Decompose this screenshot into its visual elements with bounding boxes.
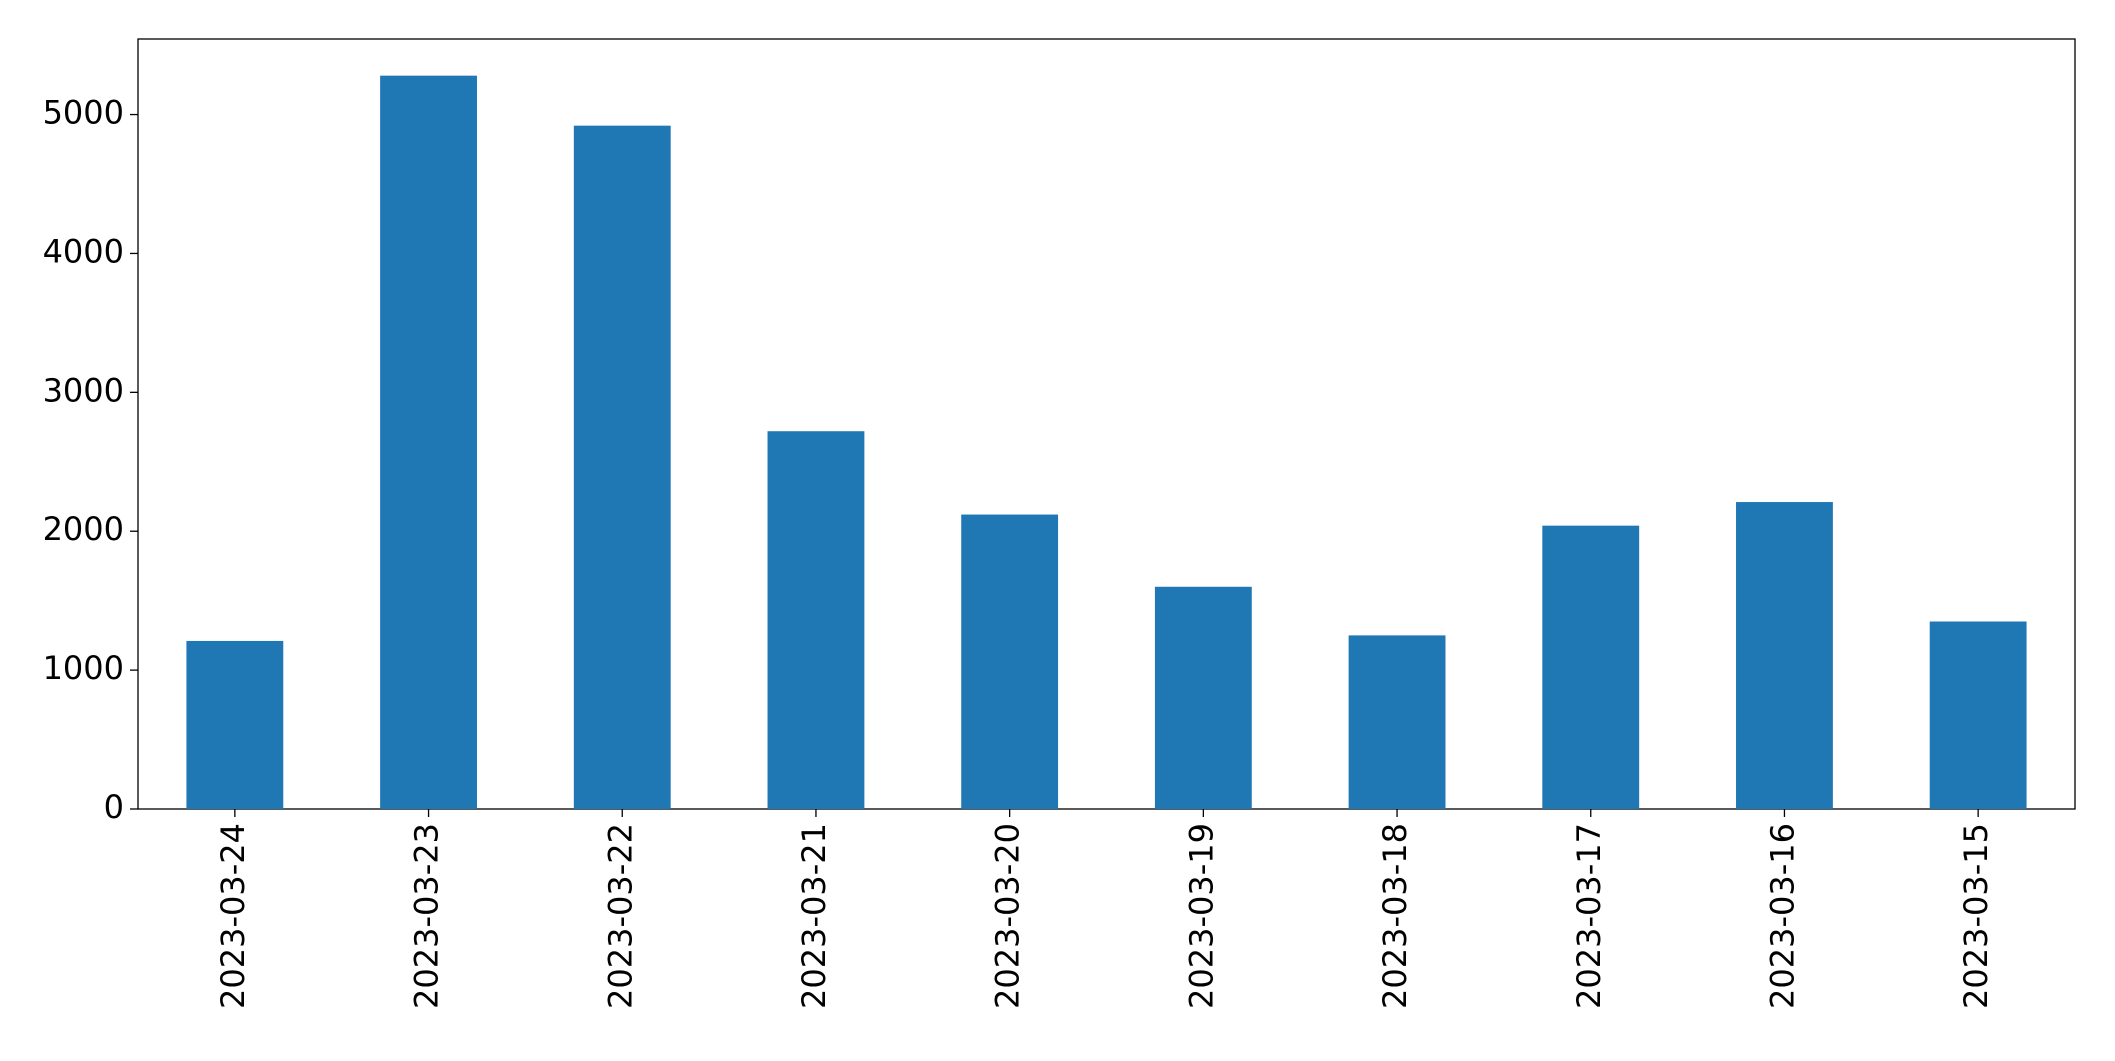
plot-frame: [137, 38, 2076, 810]
y-tick-label: 5000: [43, 94, 124, 132]
bar: [767, 431, 865, 809]
bar: [1736, 502, 1833, 809]
y-tick-label: 4000: [43, 232, 124, 270]
x-tick-label: 2023-03-24: [214, 823, 252, 1009]
x-tick-label: 2023-03-18: [1376, 823, 1414, 1009]
x-tick-label: 2023-03-21: [795, 823, 833, 1009]
y-tick-label: 1000: [43, 649, 124, 687]
bar: [186, 640, 284, 809]
bar: [1154, 586, 1252, 809]
x-tick-label: 2023-03-16: [1763, 823, 1801, 1009]
bar: [961, 514, 1059, 809]
y-tick-label: 3000: [43, 371, 124, 409]
x-tick-label: 2023-03-17: [1570, 823, 1608, 1009]
y-tick-label: 0: [104, 788, 124, 826]
bar: [1542, 525, 1640, 809]
x-tick-label: 2023-03-23: [408, 823, 446, 1009]
bar: [1929, 621, 2027, 809]
x-tick-label: 2023-03-15: [1957, 823, 1995, 1009]
x-tick-label: 2023-03-20: [989, 823, 1027, 1009]
bar: [573, 125, 671, 809]
bar: [1348, 635, 1446, 809]
y-tick-label: 2000: [43, 510, 124, 548]
x-tick-label: 2023-03-19: [1182, 823, 1220, 1009]
x-tick-label: 2023-03-22: [601, 823, 639, 1009]
bar: [380, 75, 477, 809]
